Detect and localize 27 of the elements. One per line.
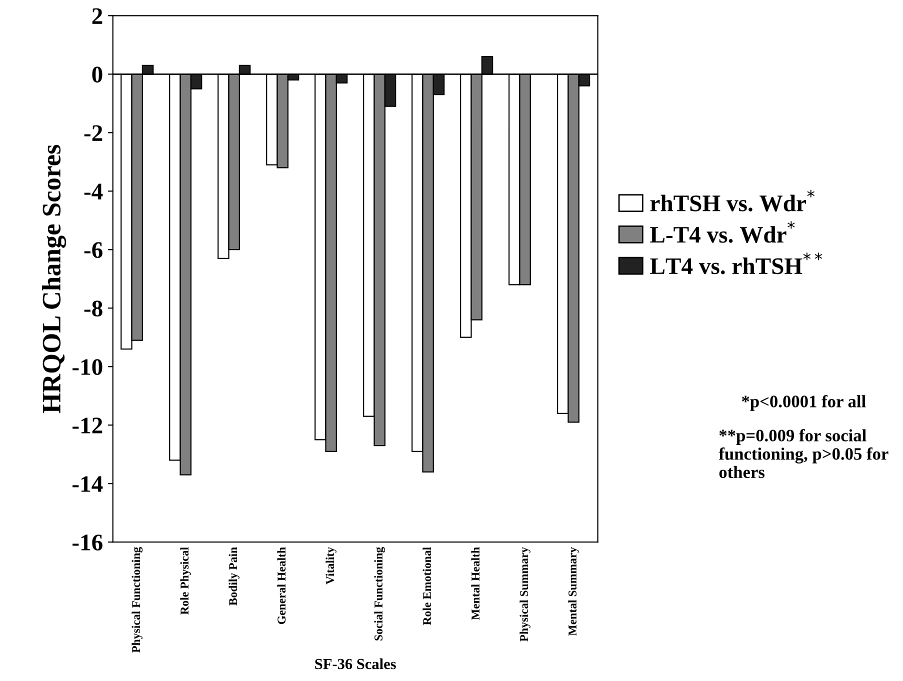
y-tick-label: 2 bbox=[92, 8, 102, 24]
y-tick-label: -8 bbox=[84, 300, 102, 317]
legend-label: L-T4 vs. Wdr$^{*}$ bbox=[650, 221, 795, 243]
legend-label: rhTSH vs. Wdr$^{*}$ bbox=[650, 190, 815, 212]
text: *p<0.0001 for all bbox=[742, 394, 866, 411]
x-tick-label: Mental Summary bbox=[568, 547, 579, 636]
text: **p=0.009 for social functioning, p>0.05 for others bbox=[718, 429, 888, 478]
x-tick-label: Social Functioning bbox=[374, 547, 385, 640]
x-tick-label: Physical Summary bbox=[520, 547, 530, 642]
x-tick-label: General Health bbox=[277, 547, 286, 624]
y-tick-label: -6 bbox=[84, 242, 102, 258]
y-tick-label: -2 bbox=[84, 125, 102, 141]
y-tick-label: -16 bbox=[72, 534, 102, 550]
x-tick-label: Vitality bbox=[326, 547, 336, 584]
y-tick-label: 0 bbox=[92, 66, 102, 83]
x-tick-label: Physical Functioning bbox=[132, 547, 143, 653]
x-tick-label: Mental Health bbox=[471, 547, 480, 620]
y-tick-label: -14 bbox=[72, 476, 103, 492]
x-tick-label: Bodily Pain bbox=[228, 547, 240, 606]
y-tick-label: -12 bbox=[72, 418, 102, 434]
y-tick-label: -4 bbox=[84, 184, 103, 200]
legend-label: LT4 vs. rhTSH$^{**}$ bbox=[650, 252, 822, 274]
y-tick-label: -10 bbox=[72, 359, 102, 376]
x-axis-title: SF-36 Scales bbox=[315, 658, 396, 670]
y-axis-title: HRQOL Change Scores bbox=[42, 144, 66, 414]
x-tick-label: Role Emotional bbox=[422, 547, 432, 626]
x-tick-label: Role Physical bbox=[180, 547, 191, 615]
